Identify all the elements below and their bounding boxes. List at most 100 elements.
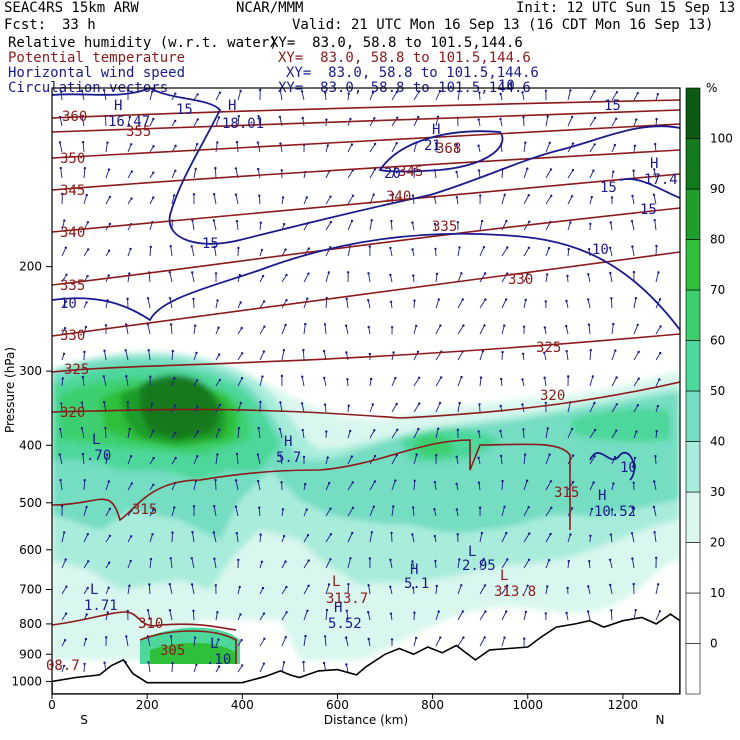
vector-arrow xyxy=(147,298,151,309)
vector-arrow xyxy=(59,116,63,127)
vector-arrow xyxy=(435,611,440,621)
vector-arrow xyxy=(435,299,440,309)
vector-arrow xyxy=(435,377,442,387)
vector-arrow xyxy=(391,377,396,387)
vector-head xyxy=(344,636,348,639)
vector-head xyxy=(80,89,84,92)
vector-head xyxy=(263,325,266,328)
vector-head xyxy=(503,636,506,639)
vector-head xyxy=(393,167,397,170)
vector-head xyxy=(345,351,348,354)
vector-head xyxy=(217,326,220,329)
vector-arrow xyxy=(149,430,154,439)
theta-label-340: 340 xyxy=(60,225,85,241)
vector-arrow xyxy=(193,637,196,647)
vector-head xyxy=(152,171,155,174)
vector-arrow xyxy=(609,247,613,257)
hl-letter: H xyxy=(228,98,236,114)
vector-head xyxy=(550,194,553,197)
wind-label-10d: 10 xyxy=(498,78,515,94)
vector-head xyxy=(108,222,112,226)
vector-arrow xyxy=(500,455,503,465)
vector-head xyxy=(194,167,197,171)
vector-head xyxy=(86,586,89,590)
vector-head xyxy=(81,140,85,144)
vector-head xyxy=(593,116,597,120)
vector-arrow xyxy=(589,144,596,153)
vector-arrow xyxy=(347,220,353,231)
vector-head xyxy=(612,322,615,326)
x-tick-label: 0 xyxy=(48,698,56,712)
vector-head xyxy=(130,482,133,485)
colorbar-level-label: 40 xyxy=(710,435,725,449)
vector-head xyxy=(610,508,614,511)
vector-head xyxy=(238,585,241,589)
vector-head xyxy=(126,297,129,300)
vector-arrow xyxy=(389,247,393,257)
vector-head xyxy=(305,196,308,199)
vector-head xyxy=(609,221,612,224)
vector-head xyxy=(325,608,329,612)
vector-arrow xyxy=(413,428,419,439)
x-tick-label: 200 xyxy=(136,698,159,712)
vector-head xyxy=(216,141,219,144)
vector-arrow xyxy=(193,480,197,491)
wind-15-top xyxy=(149,88,680,245)
vector-head xyxy=(259,400,262,404)
hl-letter: H xyxy=(334,600,342,616)
vector-head xyxy=(107,586,110,589)
vector-arrow xyxy=(281,274,287,283)
vector-arrow xyxy=(215,300,218,309)
vector-arrow xyxy=(369,92,374,101)
vector-arrow xyxy=(587,299,591,309)
vector-head xyxy=(350,455,353,458)
colorbar: 0 10 20 30 40 50 60 70 80 90 100% xyxy=(685,81,733,695)
vector-arrow xyxy=(215,429,220,439)
theta-label-325: 325 xyxy=(64,362,89,378)
vector-head xyxy=(569,221,572,224)
vector-head xyxy=(501,479,504,483)
vector-head xyxy=(571,480,575,484)
vector-arrow xyxy=(281,637,287,647)
vector-head xyxy=(593,90,596,93)
vector-head xyxy=(256,141,260,144)
vector-head xyxy=(280,169,283,172)
vector-head xyxy=(307,272,310,275)
vector-head xyxy=(392,351,395,354)
vector-arrow xyxy=(347,195,354,205)
vector-arrow xyxy=(632,195,635,205)
y-axis-label: Pressure (hPa) xyxy=(3,347,17,433)
vector-head xyxy=(345,297,348,300)
vector-head xyxy=(500,377,503,381)
vector-arrow xyxy=(347,144,353,153)
vector-head xyxy=(235,532,238,535)
wind-20 xyxy=(378,130,504,173)
vector-head xyxy=(234,167,238,170)
field-theta-xy: XY= 83.0, 58.8 to 101.5,144.6 xyxy=(278,50,531,66)
vector-head xyxy=(456,221,459,224)
vector-arrow xyxy=(367,612,371,621)
x-tick-label: 600 xyxy=(326,698,349,712)
vector-arrow xyxy=(170,324,173,335)
vector-arrow xyxy=(589,456,596,465)
vector-head xyxy=(279,89,282,92)
vector-arrow xyxy=(566,351,569,361)
vector-arrow xyxy=(345,664,349,673)
vector-head xyxy=(593,143,596,146)
vector-head xyxy=(632,582,635,586)
vector-head xyxy=(196,405,199,408)
vector-head xyxy=(279,454,282,457)
vector-head xyxy=(483,324,486,327)
vector-arrow xyxy=(609,272,613,283)
vector-arrow xyxy=(523,533,530,543)
vector-head xyxy=(81,452,85,456)
vector-arrow xyxy=(457,299,464,309)
vector-head xyxy=(83,167,87,170)
vector-head xyxy=(107,249,111,252)
vector-arrow xyxy=(413,403,420,413)
vector-head xyxy=(216,453,219,456)
vector-arrow xyxy=(236,533,239,543)
vector-arrow xyxy=(391,454,398,465)
vector-head xyxy=(262,662,266,665)
vector-arrow xyxy=(303,636,306,647)
